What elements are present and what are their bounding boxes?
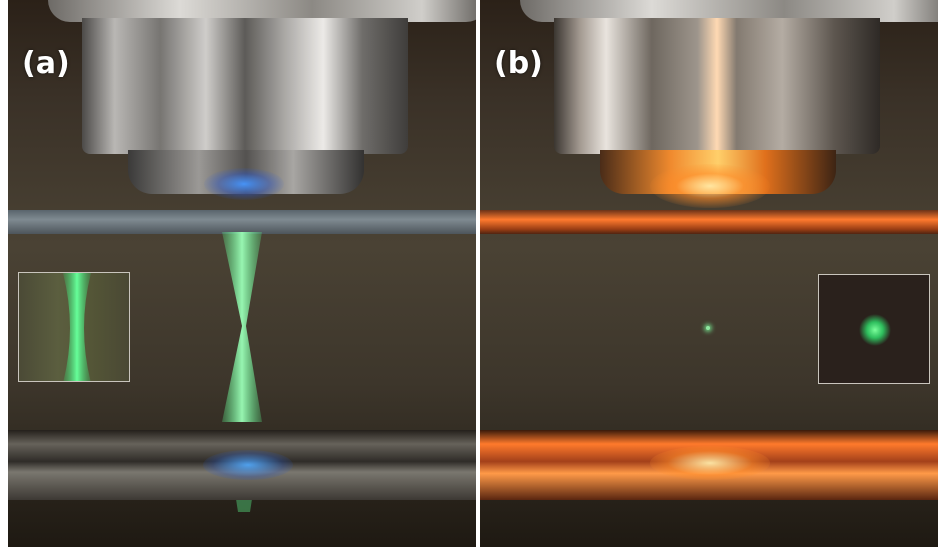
beam-lower-cone (222, 326, 262, 422)
green-fluorescent-point (706, 326, 710, 330)
inset-beam-closeup (18, 272, 130, 382)
microscope-objective (554, 18, 880, 154)
panel-a: (a) (8, 0, 476, 547)
beam-upper-cone (222, 232, 262, 326)
inset-beam-waist (63, 273, 91, 381)
blue-excitation-glow (204, 168, 284, 200)
inset-green-spot (859, 314, 891, 346)
objective-rim (520, 0, 938, 22)
panel-label-b: (b) (494, 46, 543, 81)
panel-b: (b) (480, 0, 938, 547)
glass-slide-top (8, 210, 476, 234)
glass-slide-top (480, 210, 938, 234)
blue-reflection-spot (203, 450, 293, 480)
orange-reflection-spot (650, 446, 770, 480)
objective-rim (48, 0, 476, 22)
orange-excitation-glow (650, 164, 770, 208)
inset-spot-closeup (818, 274, 930, 384)
panel-label-a: (a) (22, 46, 70, 81)
microscope-objective (82, 18, 408, 154)
